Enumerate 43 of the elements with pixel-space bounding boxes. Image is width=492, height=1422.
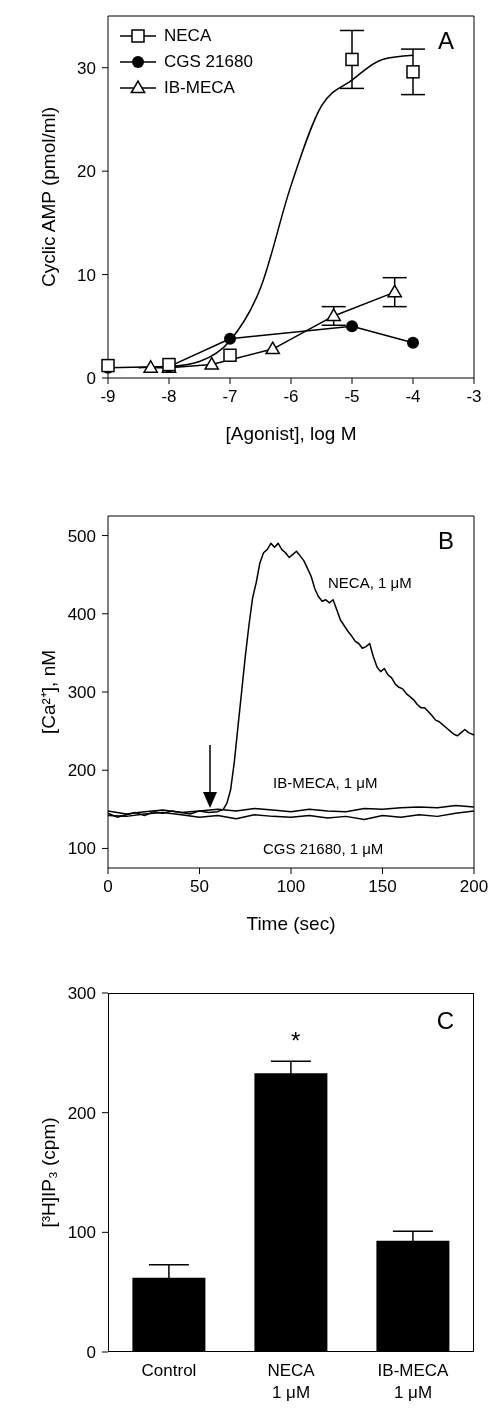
y-tick-label: 300	[67, 984, 96, 1004]
x-tick-label: Control	[141, 1361, 197, 1380]
x-tick-label: -5	[344, 387, 360, 407]
annotation: *	[291, 1027, 301, 1054]
y-tick-label: 20	[77, 162, 96, 182]
y-axis-title: [³H]IP₃ (cpm)	[37, 1117, 59, 1228]
y-tick-label: 0	[86, 1343, 96, 1363]
series-label: CGS 21680, 1 μM	[263, 840, 384, 857]
x-tick-label: 0	[103, 877, 113, 897]
x-tick-label: IB-MECA 1 μM	[377, 1361, 450, 1402]
legend-label: IB-MECA	[164, 78, 235, 98]
annotation: A	[437, 27, 454, 54]
x-tick-label: -3	[466, 387, 482, 407]
series-label: NECA, 1 μM	[328, 574, 412, 591]
annotation: B	[437, 527, 454, 554]
x-tick-label: -8	[161, 387, 177, 407]
y-tick-label: 300	[67, 683, 96, 703]
legend-label: CGS 21680	[164, 52, 253, 72]
y-axis-title: [Ca²⁺], nM	[37, 649, 59, 735]
x-axis-title: Time (sec)	[246, 913, 336, 934]
y-tick-label: 400	[67, 604, 96, 624]
series-label: IB-MECA, 1 μM	[273, 774, 378, 791]
y-tick-label: 200	[67, 761, 96, 781]
x-tick-label: -6	[283, 387, 299, 407]
x-tick-label: 150	[368, 877, 397, 897]
x-axis-title: [Agonist], log M	[225, 423, 357, 444]
y-tick-label: 30	[77, 58, 96, 78]
y-tick-label: 100	[67, 839, 96, 859]
x-tick-label: 200	[459, 877, 489, 897]
y-axis-title: Cyclic AMP (pmol/ml)	[37, 106, 59, 288]
y-tick-label: 200	[67, 1103, 96, 1123]
x-tick-label: 100	[276, 877, 306, 897]
y-tick-label: 10	[77, 265, 96, 285]
y-tick-label: 100	[67, 1223, 96, 1243]
x-tick-label: -4	[405, 387, 421, 407]
y-tick-label: 0	[86, 369, 96, 389]
annotation: C	[436, 1007, 454, 1034]
x-tick-label: -9	[100, 387, 116, 407]
y-tick-label: 500	[67, 526, 96, 546]
x-tick-label: 50	[190, 877, 209, 897]
x-tick-label: -7	[222, 387, 238, 407]
legend-label: NECA	[164, 26, 212, 46]
x-tick-label: NECA 1 μM	[267, 1361, 316, 1402]
